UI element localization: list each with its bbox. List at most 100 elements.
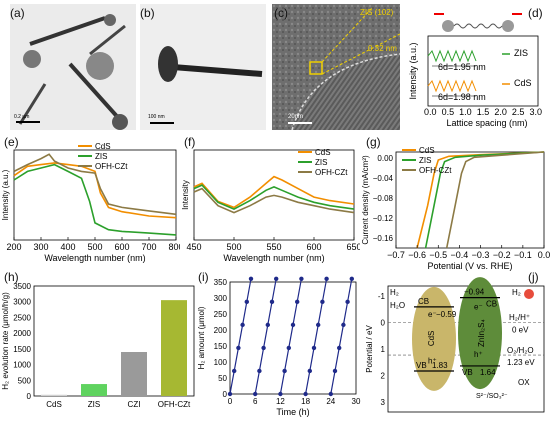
h2-label-left: H₂ [390,288,399,297]
zis-spacing-note: 6d=1.95 nm [438,62,486,72]
cds-vb-label: VB [416,361,427,370]
sacrificial-label: S²⁻/SO₃²⁻ [476,393,508,400]
legend-entry: ZIS [419,156,431,165]
hrtem-c-drawing [272,4,400,130]
panel-h-label: (h) [4,270,19,284]
panel-d-label: (d) [528,6,543,20]
x-axis-label: Potential (V vs. RHE) [427,261,512,271]
panel-f-label: (f) [184,135,196,149]
x-tick-label: 300 [33,242,48,252]
zis-cb-label: CB [486,300,497,309]
y-tick-label: −0.04 [373,174,394,183]
x-category-label: ZIS [88,400,100,409]
cycle-point [282,368,287,374]
x-tick-label: 700 [141,242,156,252]
series-line-zis [193,184,355,210]
bar-cds [41,394,67,396]
cycle-point [278,391,283,397]
x-category-label: CdS [46,400,62,409]
hole-label-cds: h⁺ [428,357,437,366]
y-tick-label: 2 [381,372,386,381]
d-xtick: 0.0 [424,107,437,117]
cds-vb-value: 1.83 [432,361,448,370]
zis-vb-label: VB [462,368,473,377]
cycle-point [265,322,270,328]
cycle-point [320,299,325,305]
cds-cb-label: CB [418,297,429,306]
y-tick-label: 150 [214,342,228,351]
cycle-point [295,299,300,305]
y-tick-label: 2000 [13,329,31,338]
x-axis-label: Wavelength number (nm) [44,253,145,263]
y-axis-label: Intensity [181,180,190,210]
bar-czi [121,352,147,396]
scalebar-c: 20nm [288,114,304,120]
panel-d: (d) 6d=1.95 nm 6d=1.98 nm ZIS CdS Intens… [404,4,548,132]
y-axis-label: Potential / eV [365,325,374,373]
hrtem-image-c: (c) ZIS (102) 0.32 nm 20nm [272,4,400,130]
y-tick-label: −0.16 [373,234,394,243]
y-tick-label: 0 [223,390,228,399]
x-tick-label: 450 [186,242,201,252]
cycle-point [253,391,258,397]
cycle-point [236,345,241,351]
zero-ev-label: 0 eV [512,326,529,335]
cycle-point [303,391,308,397]
chart-f: 450 500 550 600 650 Wavelength number (nm) Int… [181,148,360,263]
zis-vb-value: 1.64 [480,368,496,377]
x-tick-label: 30 [352,397,361,406]
cycle-line [229,278,252,395]
panel-c-label: (c) [274,6,288,20]
y-tick-label: 0 [381,319,386,328]
x-tick-label: −0.7 [387,250,405,260]
plot-frame [395,151,545,249]
x-tick-label: 6 [253,397,258,406]
cycle-point [332,368,338,374]
y-axis-label: H₂ amount (μmol) [197,306,206,369]
cycle-line [279,278,302,395]
d-xtick: 1.0 [459,107,472,117]
y-tick-label: 0 [27,392,32,401]
y-axis-label: Intensity (a.u.) [1,169,10,220]
cycle-point [261,345,266,351]
plot-frame [387,285,545,413]
legend-entry: OFH-CZt [419,166,452,175]
legend-entry: CdS [95,142,111,151]
h2o-label: H₂O [390,301,405,310]
series-line-ofh-czt [13,153,177,216]
d-xtick: 3.0 [529,107,542,117]
d-xlabel: Lattice spacing (nm) [446,118,528,128]
panel-a-label: (a) [10,6,25,20]
cycle-point [349,276,354,281]
y-tick-label: 3 [381,398,386,407]
y-tick-label: 350 [214,278,228,287]
y-tick-label: 3500 [13,282,31,291]
x-tick-label: 600 [114,242,129,252]
lattice-profile-plot [427,13,539,107]
x-tick-label: −0.6 [408,250,426,260]
zis-cb-value: −0.94 [464,288,485,297]
series-line-zis [13,163,177,236]
panel-g-label: (g) [366,135,381,149]
bar-ofh-czt [161,300,187,396]
legend-entry: ZIS [315,158,327,167]
tem-a-drawing [10,4,136,130]
x-tick-label: −0.2 [493,250,511,260]
x-tick-label: 0.0 [538,250,550,260]
cds-spacing-note: 6d=1.98 nm [438,92,486,102]
x-tick-label: −0.1 [514,250,532,260]
y-tick-label: 250 [214,310,228,319]
zis-series-label: ZIS [514,48,529,58]
x-tick-label: 400 [60,242,75,252]
ox-label: OX [518,378,530,387]
tem-image-b: (b) 100 nm [140,4,266,130]
x-tick-label: 24 [326,397,335,406]
d-xtick: 0.5 [441,107,455,117]
x-tick-label: 500 [226,242,241,252]
legend-entry: CdS [315,148,331,157]
y-axis-label: Current density (mA/cm²) [362,155,370,245]
legend-entry: OFH-CZt [95,162,128,171]
plot-frame [229,281,357,395]
